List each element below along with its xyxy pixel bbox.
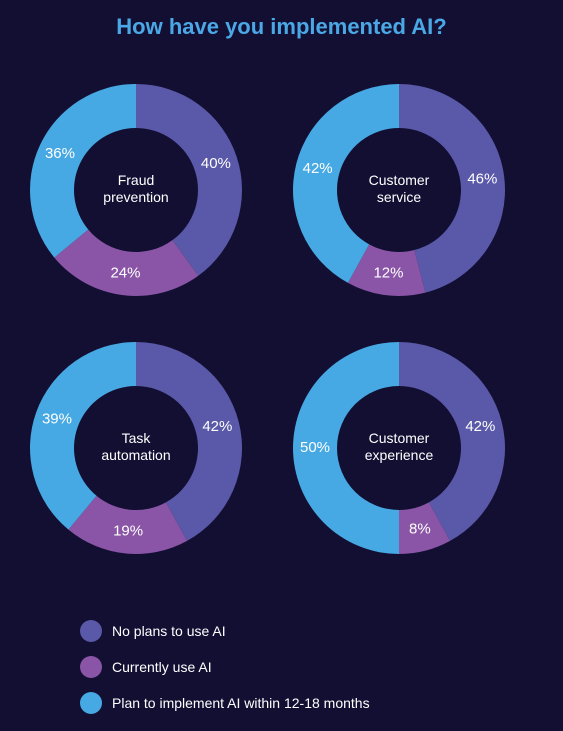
slice-no-plans	[399, 342, 505, 541]
slice-no-plans	[399, 84, 506, 293]
donut-center-label: experience	[365, 447, 434, 463]
legend-label-currently-use: Currently use AI	[112, 659, 212, 675]
donut-center-label: prevention	[103, 189, 168, 205]
legend: No plans to use AI Currently use AI Plan…	[80, 619, 370, 727]
slice-plan	[29, 84, 137, 258]
legend-item-currently-use: Currently use AI	[80, 655, 370, 679]
slice-label-no-plans: 46%	[467, 170, 497, 187]
slice-plan	[293, 342, 399, 554]
legend-label-plan: Plan to implement AI within 12-18 months	[112, 695, 370, 711]
donut-center-label: automation	[101, 447, 170, 463]
slice-label-currently-use: 12%	[373, 264, 403, 281]
slice-label-no-plans: 42%	[202, 418, 232, 435]
legend-swatch-no-plans	[80, 620, 102, 642]
slice-plan	[30, 341, 137, 530]
legend-swatch-plan	[80, 692, 102, 714]
slice-label-currently-use: 24%	[110, 264, 140, 281]
slice-label-plan: 42%	[303, 160, 333, 177]
slice-label-plan: 50%	[300, 439, 330, 456]
slice-label-plan: 39%	[42, 411, 72, 428]
slice-no-plans	[136, 342, 242, 541]
donut-center-label: Fraud	[118, 172, 155, 188]
slice-currently-use	[54, 229, 199, 296]
slice-label-plan: 36%	[45, 145, 75, 162]
slice-currently-use	[399, 502, 451, 554]
slice-no-plans	[136, 84, 242, 276]
legend-item-plan: Plan to implement AI within 12-18 months	[80, 691, 370, 715]
slice-label-currently-use: 8%	[409, 520, 431, 537]
slice-currently-use	[68, 495, 188, 554]
slice-label-no-plans: 42%	[465, 418, 495, 435]
slice-plan	[292, 84, 399, 283]
slice-label-no-plans: 40%	[201, 155, 231, 172]
legend-swatch-currently-use	[80, 656, 102, 678]
legend-item-no-plans: No plans to use AI	[80, 619, 370, 643]
donut-center-label: Task	[122, 430, 152, 446]
donut-center-label: Customer	[369, 172, 430, 188]
donut-center-label: Customer	[369, 430, 430, 446]
slice-currently-use	[347, 244, 426, 296]
slice-label-currently-use: 19%	[113, 523, 143, 540]
chart-title: How have you implemented AI?	[116, 14, 447, 39]
donut-center-label: service	[377, 189, 422, 205]
legend-label-no-plans: No plans to use AI	[112, 623, 226, 639]
